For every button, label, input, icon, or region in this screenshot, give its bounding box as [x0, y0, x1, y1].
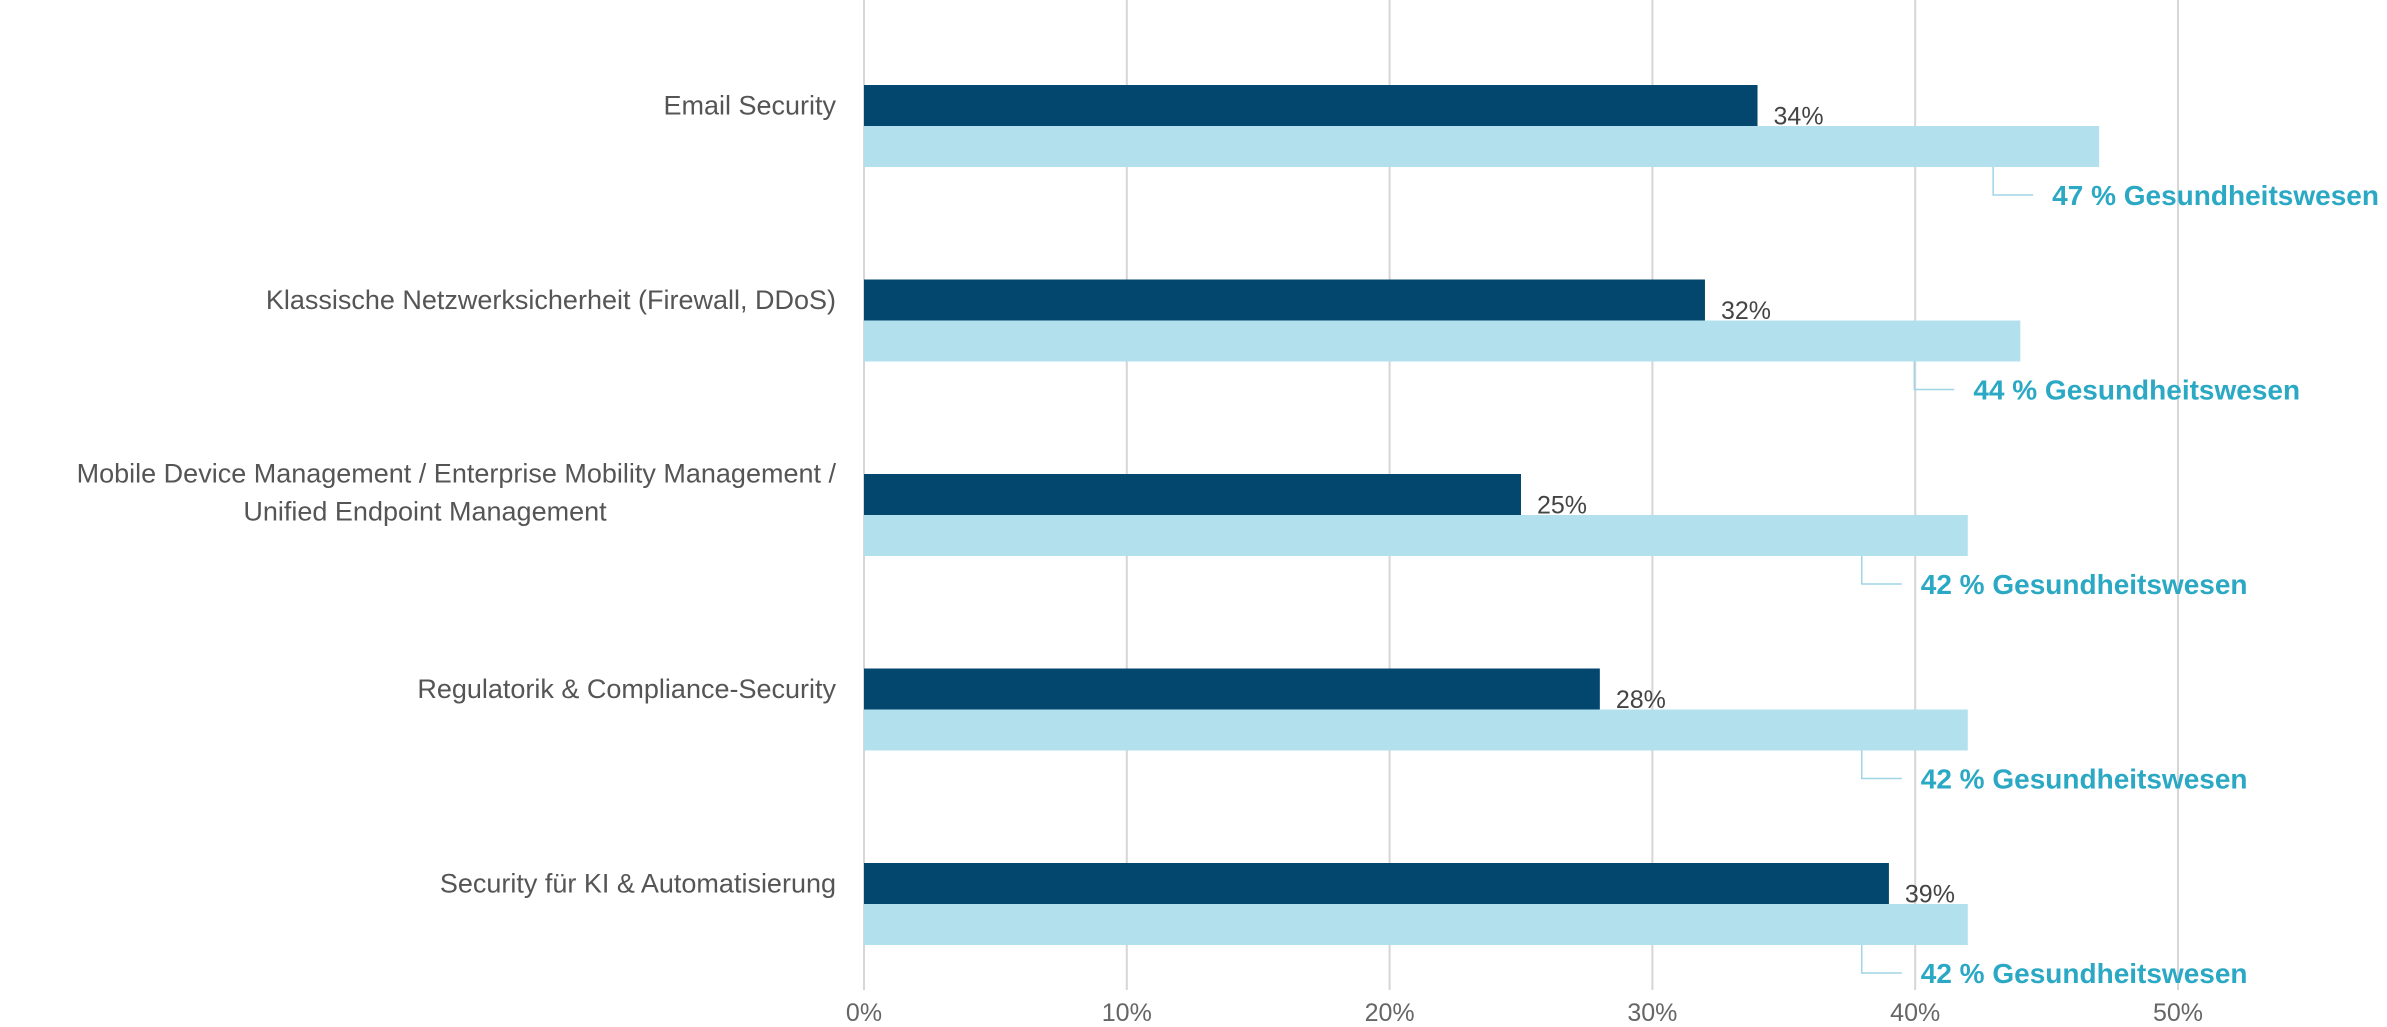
- data-label-series-1: 39%: [1905, 881, 1955, 909]
- callout-leader-line: [1861, 945, 1902, 974]
- callout-leader-line: [1992, 167, 2034, 196]
- data-label-series-2: 42 % Gesundheitswesen: [1921, 958, 2248, 989]
- data-label-series-1: 32%: [1721, 297, 1771, 325]
- data-label-series-1: 25%: [1537, 492, 1587, 520]
- bar-series-1: [864, 279, 1705, 321]
- callout-leader-line: [1861, 750, 1902, 780]
- data-label-series-2: 42 % Gesundheitswesen: [1921, 764, 2248, 795]
- x-tick-label: 40%: [1890, 999, 1940, 1027]
- category-label: Email Security: [663, 91, 836, 121]
- value-labels: 34% 47 % Gesundheitswesen 32% 44 % Gesundhe…: [1537, 103, 2379, 990]
- category-label: Regulatorik & Compliance-Security: [417, 674, 836, 704]
- category-label: Klassische Netzwerksicherheit (Firewall,…: [266, 285, 836, 315]
- bar-series-1: [864, 474, 1521, 515]
- data-label-series-1: 28%: [1616, 686, 1666, 714]
- category-label: Security für KI & Automatisierung: [440, 869, 836, 899]
- data-label-series-1: 34%: [1774, 103, 1824, 131]
- category-label: Unified Endpoint Management: [243, 497, 607, 527]
- bar-series-2: [864, 515, 1968, 556]
- category-labels: Email Security Klassische Netzwerksicherh…: [77, 91, 837, 899]
- x-tick-label: 50%: [2153, 999, 2203, 1027]
- callout-leader-line: [1861, 556, 1902, 585]
- bars: [864, 85, 2100, 945]
- data-label-series-2: 42 % Gesundheitswesen: [1921, 569, 2248, 600]
- bar-series-2: [864, 320, 2021, 362]
- callout-leader-line: [1913, 361, 1955, 391]
- bar-series-1: [864, 85, 1758, 126]
- data-label-series-2: 44 % Gesundheitswesen: [1973, 375, 2300, 406]
- category-label: Mobile Device Management / Enterprise Mo…: [77, 459, 837, 489]
- x-tick-label: 30%: [1627, 999, 1677, 1027]
- x-tick-label: 10%: [1102, 999, 1152, 1027]
- x-tick-label: 20%: [1365, 999, 1415, 1027]
- x-tick-label: 0%: [846, 999, 882, 1027]
- data-label-series-2: 47 % Gesundheitswesen: [2052, 180, 2379, 211]
- x-axis-ticks: 0% 10% 20% 30% 40% 50%: [846, 999, 2203, 1027]
- bar-series-2: [864, 126, 2100, 167]
- bar-series-2: [864, 904, 1968, 945]
- bar-series-1: [864, 863, 1889, 904]
- bar-series-2: [864, 709, 1968, 751]
- bar-series-1: [864, 668, 1600, 710]
